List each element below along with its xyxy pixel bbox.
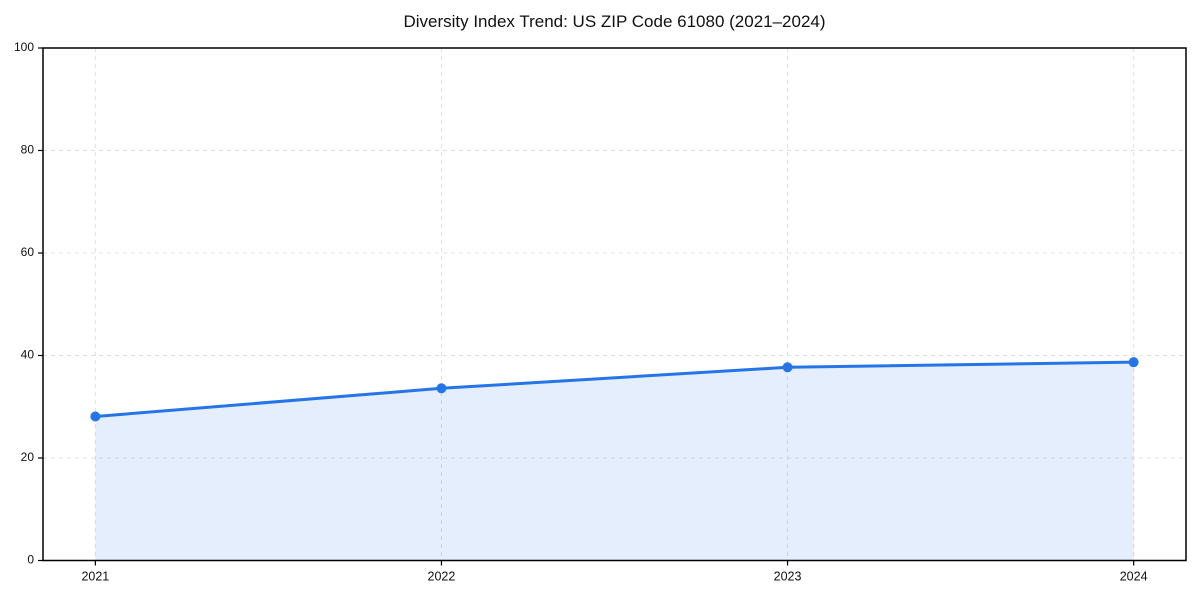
y-axis-tick-label: 100 bbox=[14, 40, 34, 54]
data-point bbox=[782, 362, 793, 373]
x-axis-tick-label: 2023 bbox=[774, 570, 802, 584]
plot-spines bbox=[42, 47, 1187, 562]
trend-line bbox=[93, 360, 1136, 418]
x-axis-tick-label: 2022 bbox=[428, 570, 456, 584]
y-axis-tick-label: 60 bbox=[21, 245, 35, 259]
data-point bbox=[90, 411, 101, 422]
x-axis-tick-label: 2024 bbox=[1120, 570, 1148, 584]
x-axis-tick-label: 2021 bbox=[81, 570, 109, 584]
data-point bbox=[1128, 357, 1139, 368]
y-axis-tick-label: 0 bbox=[27, 553, 34, 567]
y-axis-tick-label: 20 bbox=[21, 450, 35, 464]
data-point bbox=[436, 383, 447, 394]
area-fill bbox=[95, 362, 1134, 561]
chart-title: Diversity Index Trend: US ZIP Code 61080… bbox=[403, 12, 826, 31]
y-axis-tick-label: 40 bbox=[21, 348, 35, 362]
y-axis-tick-label: 80 bbox=[21, 143, 35, 157]
